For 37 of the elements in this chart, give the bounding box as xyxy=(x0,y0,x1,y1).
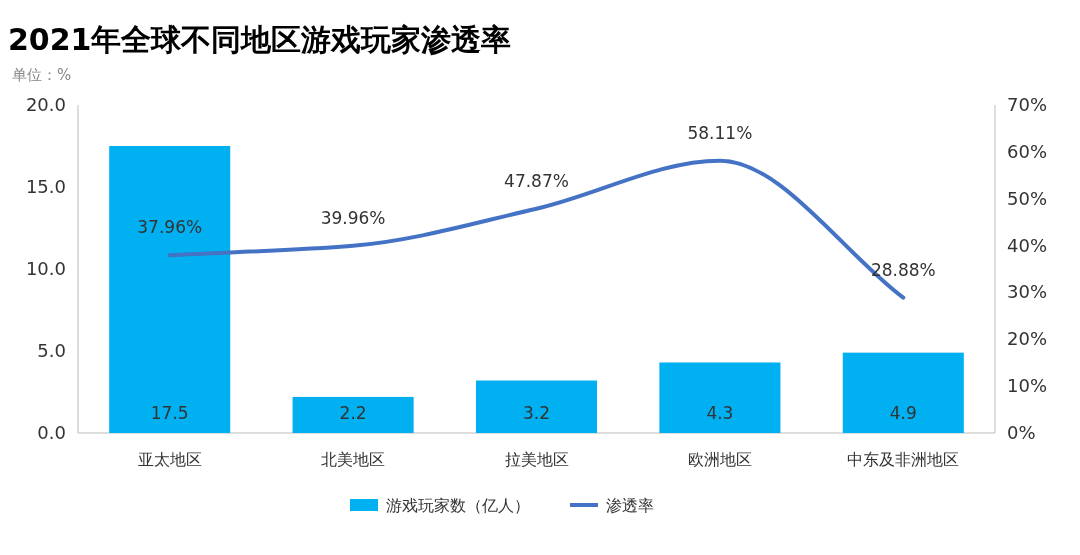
data-label: 4.3 xyxy=(706,403,734,423)
data-label: 58.11% xyxy=(687,122,753,143)
bar xyxy=(659,362,781,433)
bar xyxy=(109,146,231,433)
data-label: 28.88% xyxy=(870,259,936,280)
bar xyxy=(292,396,414,433)
y-tick-label: 5.0 xyxy=(37,340,66,361)
bar xyxy=(842,352,964,433)
data-label: 4.9 xyxy=(889,403,917,423)
chart-title: 2021年全球不同地区游戏玩家渗透率 xyxy=(8,22,512,57)
x-tick-label: 拉美地区 xyxy=(504,450,569,469)
x-tick-label: 北美地区 xyxy=(321,450,386,469)
data-label: 39.96% xyxy=(320,207,386,228)
y2-tick-label: 60% xyxy=(1007,140,1048,162)
data-label: 47.87% xyxy=(504,170,569,191)
y2-tick-label: 40% xyxy=(1007,234,1048,256)
legend-label: 渗透率 xyxy=(606,496,654,515)
data-label: 17.5 xyxy=(150,403,189,423)
y2-tick-label: 70% xyxy=(1007,94,1048,115)
legend-label: 游戏玩家数（亿人） xyxy=(386,496,530,515)
x-tick-label: 亚太地区 xyxy=(137,450,202,469)
y-tick-label: 20.0 xyxy=(25,94,66,115)
y2-tick-label: 50% xyxy=(1007,187,1048,209)
data-label: 2.2 xyxy=(339,403,367,423)
x-tick-label: 中东及非洲地区 xyxy=(847,450,960,469)
y2-tick-label: 0% xyxy=(1007,422,1036,443)
data-label: 3.2 xyxy=(522,403,551,423)
y-tick-label: 10.0 xyxy=(25,258,66,279)
y2-tick-label: 20% xyxy=(1007,328,1048,350)
data-label: 37.96% xyxy=(137,217,203,238)
y-tick-label: 0.0 xyxy=(37,422,66,443)
text: 单位：% xyxy=(12,66,72,84)
y2-tick-label: 10% xyxy=(1007,375,1048,397)
y2-tick-label: 30% xyxy=(1007,281,1048,303)
bar xyxy=(475,380,598,433)
x-tick-label: 欧洲地区 xyxy=(687,450,752,469)
y-tick-label: 15.0 xyxy=(25,176,66,197)
